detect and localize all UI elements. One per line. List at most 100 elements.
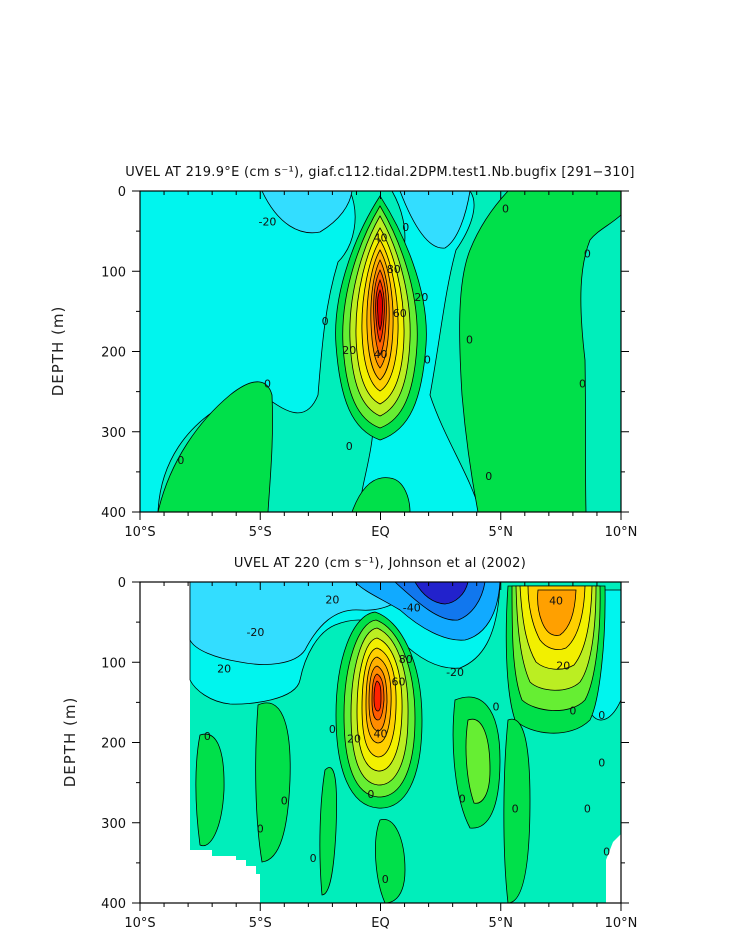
- fill-band-minus10: [140, 191, 356, 512]
- axis-ticks-model: [132, 190, 629, 520]
- fill-band-10-to-20-patch: [465, 718, 491, 804]
- contour-label: 0: [402, 221, 409, 234]
- contour-label: 0: [569, 704, 576, 717]
- contour-label: 0: [485, 470, 492, 483]
- panel-title-observed: UVEL AT 220 (cm s⁻¹), Johnson et al (200…: [234, 556, 526, 571]
- countercurrent-core-observed: [505, 585, 606, 734]
- missing-data-region: [140, 582, 260, 903]
- fill-band-0-to-10-patch-f: [375, 819, 406, 903]
- fill-band-0-to-10-patch-a: [195, 733, 225, 847]
- contour-label: 0: [322, 315, 329, 328]
- y-tick-label: 300: [101, 426, 126, 441]
- x-tick-label: 5°N: [489, 525, 514, 540]
- x-tick-label: 10°S: [124, 916, 155, 931]
- undercurrent-core-model: [335, 195, 427, 441]
- contour-label: 40: [374, 232, 388, 245]
- contour-label: 0: [584, 248, 591, 261]
- contour-label: 80: [399, 653, 413, 666]
- contour-label: 0: [281, 794, 288, 807]
- contour-label: 0: [598, 757, 605, 770]
- contour-field-model: [140, 191, 621, 512]
- fill-band-50-plus-necc: [537, 589, 577, 636]
- contour-label: 0: [346, 440, 353, 453]
- y-axis-label-model: DEPTH (m): [49, 306, 67, 397]
- x-tick-label: 10°S: [124, 525, 155, 540]
- contour-label: 0: [603, 846, 610, 859]
- contour-label: -20: [446, 666, 464, 679]
- axis-ticks-observed: [132, 581, 629, 911]
- contour-label: 0: [310, 852, 317, 865]
- y-tick-label: 100: [101, 656, 126, 671]
- contour-label: -20: [258, 215, 276, 228]
- y-tick-label: 100: [101, 265, 126, 280]
- fill-band-minus50-obs: [414, 582, 469, 605]
- contour-label: 0: [466, 333, 473, 346]
- contour-label: 0: [512, 802, 519, 815]
- x-tick-label: EQ: [371, 525, 389, 540]
- contour-label: -20: [246, 626, 264, 639]
- contour-label: 80: [387, 263, 401, 276]
- x-tick-label: 5°S: [249, 525, 272, 540]
- contour-label: 0: [264, 378, 271, 391]
- contour-label: 20: [342, 344, 356, 357]
- contour-label: 20: [325, 594, 339, 607]
- y-tick-label: 200: [101, 346, 126, 361]
- fill-band-minus20-obs: [189, 582, 421, 665]
- contour-label: 0: [382, 873, 389, 886]
- fill-band-0-to-10-southwest: [157, 381, 273, 512]
- contour-label: 0: [367, 788, 374, 801]
- panel-title-model: UVEL AT 219.9°E (cm s⁻¹), giaf.c112.tida…: [125, 165, 635, 180]
- fill-band-0-to-10-patch-b: [255, 702, 291, 863]
- x-tick-label: 10°N: [605, 525, 638, 540]
- contour-field-observed: [140, 582, 621, 903]
- contour-label: 40: [374, 728, 388, 741]
- contour-label: 60: [393, 307, 407, 320]
- contour-label: 0: [329, 723, 336, 736]
- contour-label: 0: [579, 378, 586, 391]
- contour-label: 20: [217, 663, 231, 676]
- contour-label: 0: [598, 709, 605, 722]
- x-tick-label: 5°N: [489, 916, 514, 931]
- contour-label: 20: [556, 659, 570, 672]
- fill-band-minus20: [261, 191, 353, 234]
- contour-label: 0: [204, 730, 211, 743]
- contour-label: 0: [584, 802, 591, 815]
- fill-band-0-to-10-south: [351, 477, 411, 512]
- fill-band-80-to-90-obs: [373, 680, 382, 712]
- y-tick-label: 0: [118, 185, 126, 200]
- y-tick-label: 300: [101, 817, 126, 832]
- contour-label: 40: [374, 348, 388, 361]
- y-tick-label: 400: [101, 506, 126, 521]
- fill-band-minus20-b: [399, 191, 471, 249]
- contour-label: 0: [459, 793, 466, 806]
- fill-band-0-to-10-patch-c: [319, 767, 337, 896]
- x-tick-label: 10°N: [605, 916, 638, 931]
- contour-labels-model: -20 0 0 0 0 0 0 0 0 0 0 0 40 80 60 20 20 40: [177, 203, 590, 483]
- contour-labels-observed: 20 -20 20 -40 -20 40 20 80 60 20 40 0 0 0 0 0 0 0 0 0 0 0 0 0 0 0: [204, 594, 610, 886]
- contour-label: 20: [414, 291, 428, 304]
- contour-label: 40: [549, 594, 563, 607]
- contour-label: -40: [403, 602, 421, 615]
- y-tick-label: 200: [101, 737, 126, 752]
- contour-label: 0: [502, 203, 509, 216]
- y-tick-label: 400: [101, 897, 126, 912]
- undercurrent-core-observed: [335, 611, 423, 809]
- x-tick-label: EQ: [371, 916, 389, 931]
- contour-label: 60: [392, 676, 406, 689]
- fill-band-0-to-10-patch-e: [503, 718, 531, 903]
- contour-label: 0: [257, 822, 264, 835]
- contour-label: 0: [177, 454, 184, 467]
- x-tick-label: 5°S: [249, 916, 272, 931]
- y-axis-label-observed: DEPTH (m): [61, 697, 79, 788]
- contour-label: 0: [424, 354, 431, 367]
- y-tick-label: 0: [118, 576, 126, 591]
- contour-label: 20: [347, 732, 361, 745]
- contour-label: 0: [492, 700, 499, 713]
- missing-data-region-east: [606, 834, 621, 903]
- fill-band-90-plus: [377, 288, 383, 332]
